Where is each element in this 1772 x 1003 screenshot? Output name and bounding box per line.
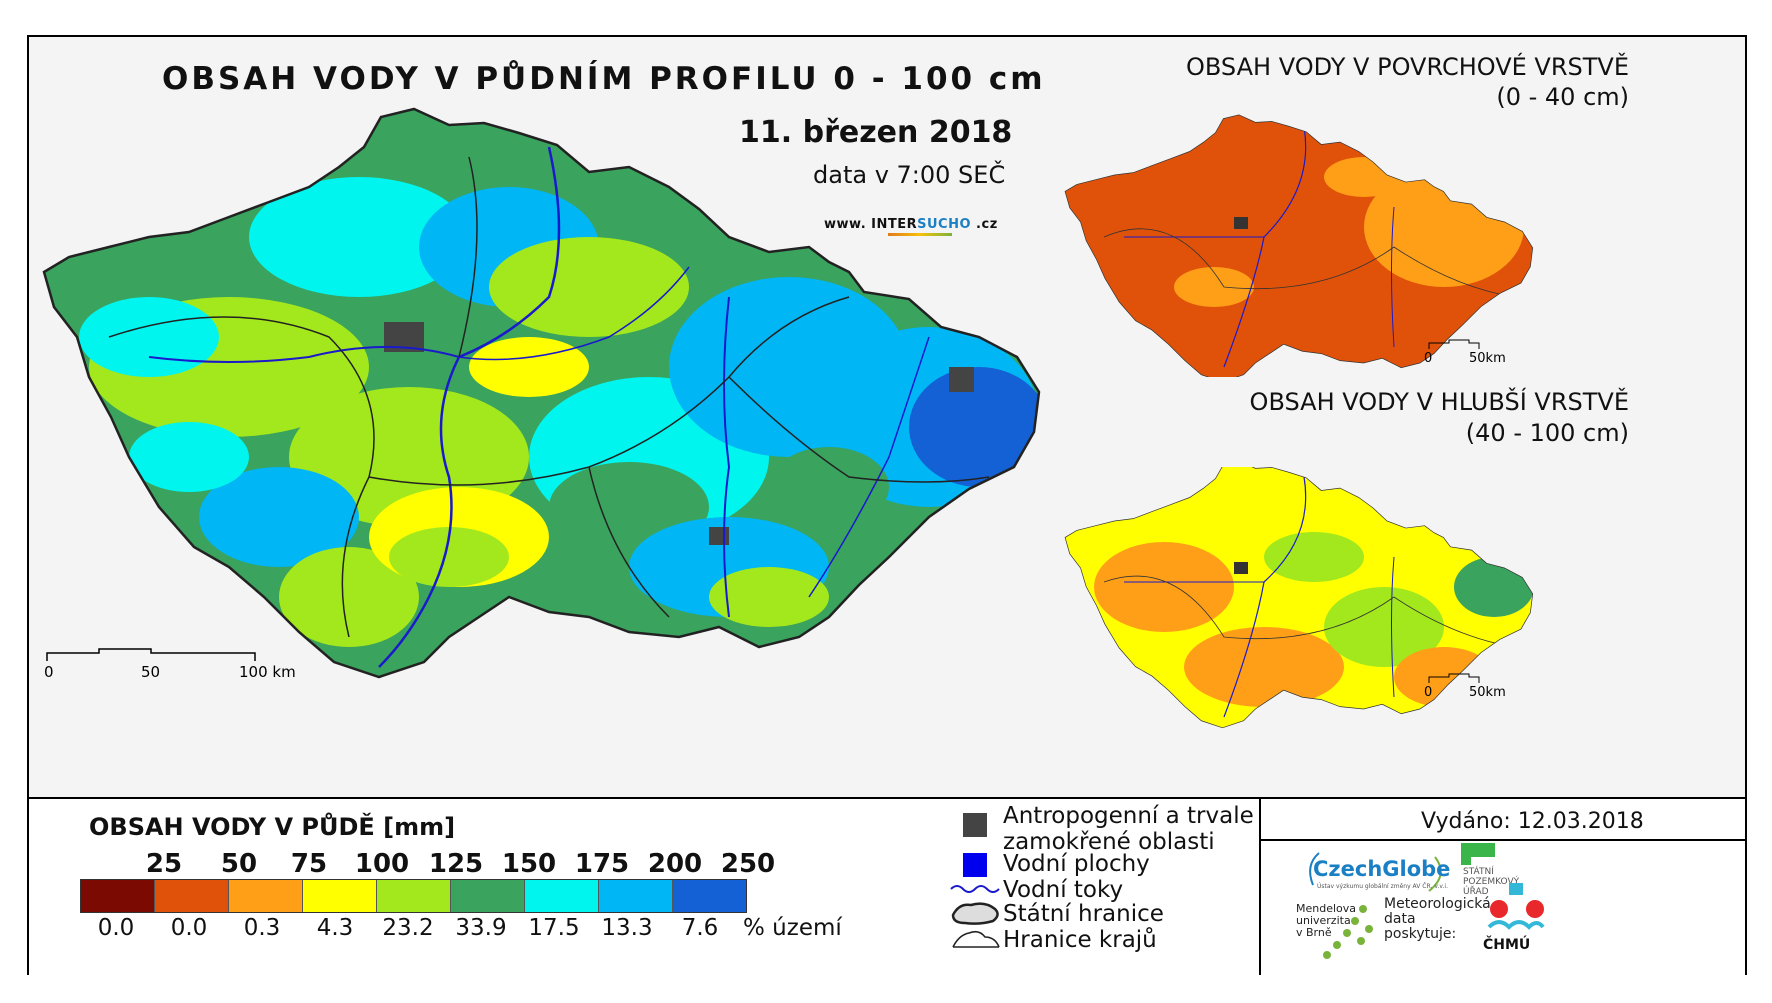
chmu-text[interactable]: ČHMÚ — [1483, 937, 1531, 953]
percent-value: 17.5 — [528, 915, 580, 941]
percent-value: 33.9 — [455, 915, 507, 941]
chmu-icon — [1487, 883, 1545, 930]
class-break: 50 — [220, 849, 258, 879]
czechglobe-subtext: Ústav výzkumu globální změny AV ČR, v.v.… — [1317, 883, 1448, 890]
czechglobe-text: CzechGlobe — [1313, 857, 1451, 881]
inset-bottom-scale-0: 0 — [1424, 685, 1432, 699]
main-scale-50: 50 — [141, 663, 160, 681]
inset-top-scale-0: 0 — [1424, 351, 1432, 365]
color-swatch — [524, 880, 598, 912]
color-swatch — [450, 880, 524, 912]
czechglobe-logo[interactable]: CzechGlobe Ústav výzkumu globální změny … — [1299, 845, 1451, 905]
czechglobe-icon — [1309, 852, 1442, 892]
inset-top-subtitle: (0 - 40 cm) — [1496, 83, 1629, 111]
class-break: 150 — [501, 849, 557, 879]
main-map-fill — [44, 109, 1039, 677]
class-break: 25 — [145, 849, 183, 879]
class-break: 100 — [354, 849, 410, 879]
region-border-icon — [952, 930, 1000, 948]
map-date: 11. březen 2018 — [739, 115, 1013, 150]
chmu-note-line: data — [1384, 911, 1416, 927]
percent-value: 0.0 — [97, 915, 135, 941]
spu-line: STÁTNÍ — [1463, 867, 1494, 877]
river-label: Vodní toky — [1003, 877, 1124, 903]
color-swatch — [376, 880, 450, 912]
class-break: 75 — [290, 849, 328, 879]
class-break: 200 — [647, 849, 703, 879]
spu-icon-part — [1461, 857, 1471, 865]
color-swatch — [81, 880, 154, 912]
inset-top-scale-50: 50km — [1469, 351, 1506, 365]
spu-line: POZEMKOVÝ — [1463, 877, 1520, 887]
color-swatch — [302, 880, 376, 912]
urban-area-label: Antropogenní a trvale zamokřené oblasti — [1003, 803, 1254, 855]
legend-panel: OBSAH VODY V PŮDĚ [mm] 25 50 75 100 125 … — [29, 797, 1745, 975]
site-prefix: www. INTER — [824, 217, 918, 232]
intersucho-link[interactable]: www. INTERSUCHO .cz — [824, 217, 998, 236]
state-border-label: Státní hranice — [1003, 901, 1164, 927]
mendel-line: univerzita — [1296, 914, 1351, 927]
inset-bottom-scale-50: 50km — [1469, 685, 1506, 699]
site-suffix: .cz — [971, 217, 998, 232]
main-scale-100: 100 km — [239, 663, 296, 681]
class-break: 250 — [720, 849, 776, 879]
site-underline — [888, 233, 952, 236]
class-break: 175 — [574, 849, 630, 879]
percent-value: 13.3 — [601, 915, 653, 941]
inset-bottom-scale: 0 50km — [1424, 673, 1506, 699]
state-border-icon — [951, 902, 999, 925]
color-swatch — [228, 880, 302, 912]
divider — [1259, 839, 1745, 841]
map-title: OBSAH VODY V PŮDNÍM PROFILU 0 - 100 cm — [162, 61, 1046, 97]
main-scale-0: 0 — [44, 663, 54, 681]
color-swatch — [598, 880, 672, 912]
percent-unit-label: % území — [743, 915, 842, 941]
percent-value: 0.0 — [170, 915, 208, 941]
class-break: 125 — [428, 849, 484, 879]
urban-area-swatch — [963, 813, 987, 837]
main-scale-bar: 0 50 100 km — [44, 648, 296, 681]
color-swatch — [154, 880, 228, 912]
inset-top-scale: 0 50km — [1424, 339, 1506, 365]
chmu-note-line: Meteorologická — [1384, 896, 1491, 912]
mendel-dots-icon — [1323, 905, 1373, 959]
data-time: data v 7:00 SEČ — [813, 161, 1006, 189]
color-swatch — [672, 880, 746, 912]
mendel-line: Mendelova — [1296, 902, 1357, 915]
percent-value: 0.3 — [243, 915, 281, 941]
inset-top-map — [1064, 114, 1534, 377]
inset-top-title: OBSAH VODY V POVRCHOVÉ VRSTVĚ — [1186, 53, 1629, 81]
water-body-swatch — [963, 853, 987, 877]
percent-value: 4.3 — [316, 915, 354, 941]
inset-bottom-title: OBSAH VODY V HLUBŠÍ VRSTVĚ — [1249, 388, 1629, 416]
region-border-label: Hranice krajů — [1003, 927, 1157, 953]
percent-value: 7.6 — [681, 915, 719, 941]
color-scale-bar — [80, 879, 747, 913]
inset-bottom-map — [1064, 467, 1534, 729]
water-body-label: Vodní plochy — [1003, 851, 1150, 877]
inset-bottom-subtitle: (40 - 100 cm) — [1465, 419, 1629, 447]
site-highlight: SUCHO — [917, 217, 972, 232]
main-map: 0 50 100 km — [42, 107, 1041, 681]
river-icon — [950, 885, 1000, 893]
chmu-note-line: poskytuje: — [1384, 926, 1457, 942]
mendel-line: v Brně — [1296, 926, 1332, 939]
issued-date: Vydáno: 12.03.2018 — [1421, 809, 1644, 834]
spu-line: ÚŘAD — [1463, 887, 1489, 897]
chmu-note: Meteorologická data poskytuje: — [1384, 897, 1491, 942]
percent-value: 23.2 — [382, 915, 434, 941]
spu-text: STÁTNÍ POZEMKOVÝ ÚŘAD — [1463, 867, 1519, 897]
mendel-logo-text[interactable]: Mendelova univerzita v Brně — [1296, 903, 1356, 939]
map-frame: OBSAH VODY V PŮDNÍM PROFILU 0 - 100 cm 1… — [27, 35, 1747, 975]
legend-title: OBSAH VODY V PŮDĚ [mm] — [89, 813, 456, 841]
divider — [1259, 799, 1261, 975]
spu-icon — [1461, 843, 1495, 857]
